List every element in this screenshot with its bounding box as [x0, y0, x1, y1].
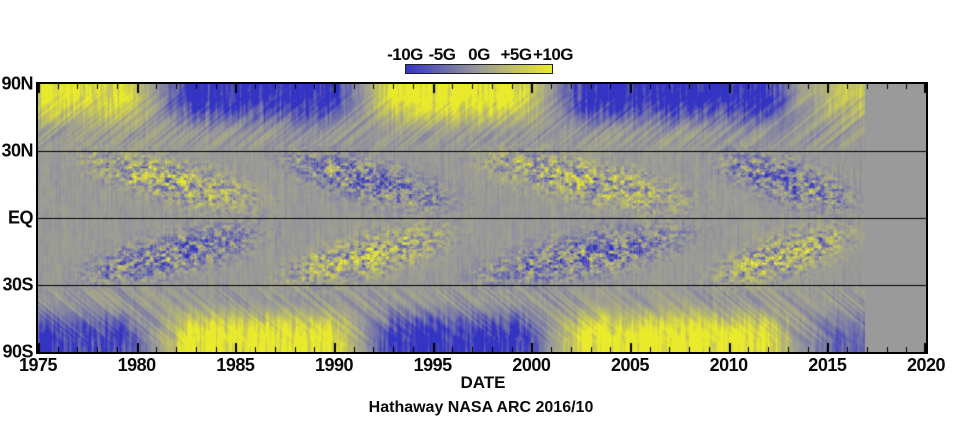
plot-area — [36, 82, 928, 354]
x-axis-title: DATE — [460, 373, 506, 392]
y-tick-label: 30S — [2, 274, 33, 295]
x-tick-label: 1995 — [413, 355, 453, 375]
x-tick-label: 2020 — [906, 355, 946, 375]
butterfly-heatmap-canvas — [38, 84, 926, 352]
y-tick-label: 90N — [1, 73, 33, 94]
colorbar-tick-label: 0G — [468, 45, 490, 64]
y-tick-label: EQ — [7, 207, 34, 228]
x-tick-label: 1985 — [216, 355, 255, 375]
caption: Hathaway NASA ARC 2016/10 — [368, 399, 594, 416]
x-tick-label: 2005 — [610, 355, 650, 375]
x-tick-label: 1980 — [117, 355, 157, 375]
colorbar-tick-label: +5G — [500, 45, 532, 64]
y-tick-label: 90S — [2, 341, 33, 362]
y-tick-label: 30N — [1, 140, 33, 161]
x-tick-label: 2000 — [512, 355, 551, 375]
x-tick-label: 1990 — [314, 355, 354, 375]
x-tick-label: 2010 — [709, 355, 749, 375]
colorbar-tick-label: -10G — [387, 45, 423, 64]
colorbar-gradient — [405, 64, 553, 74]
colorbar-tick-label: -5G — [428, 45, 456, 64]
colorbar-tick-label: +10G — [532, 45, 574, 64]
x-tick-label: 1975 — [18, 355, 58, 375]
x-tick-label: 2015 — [808, 355, 847, 375]
